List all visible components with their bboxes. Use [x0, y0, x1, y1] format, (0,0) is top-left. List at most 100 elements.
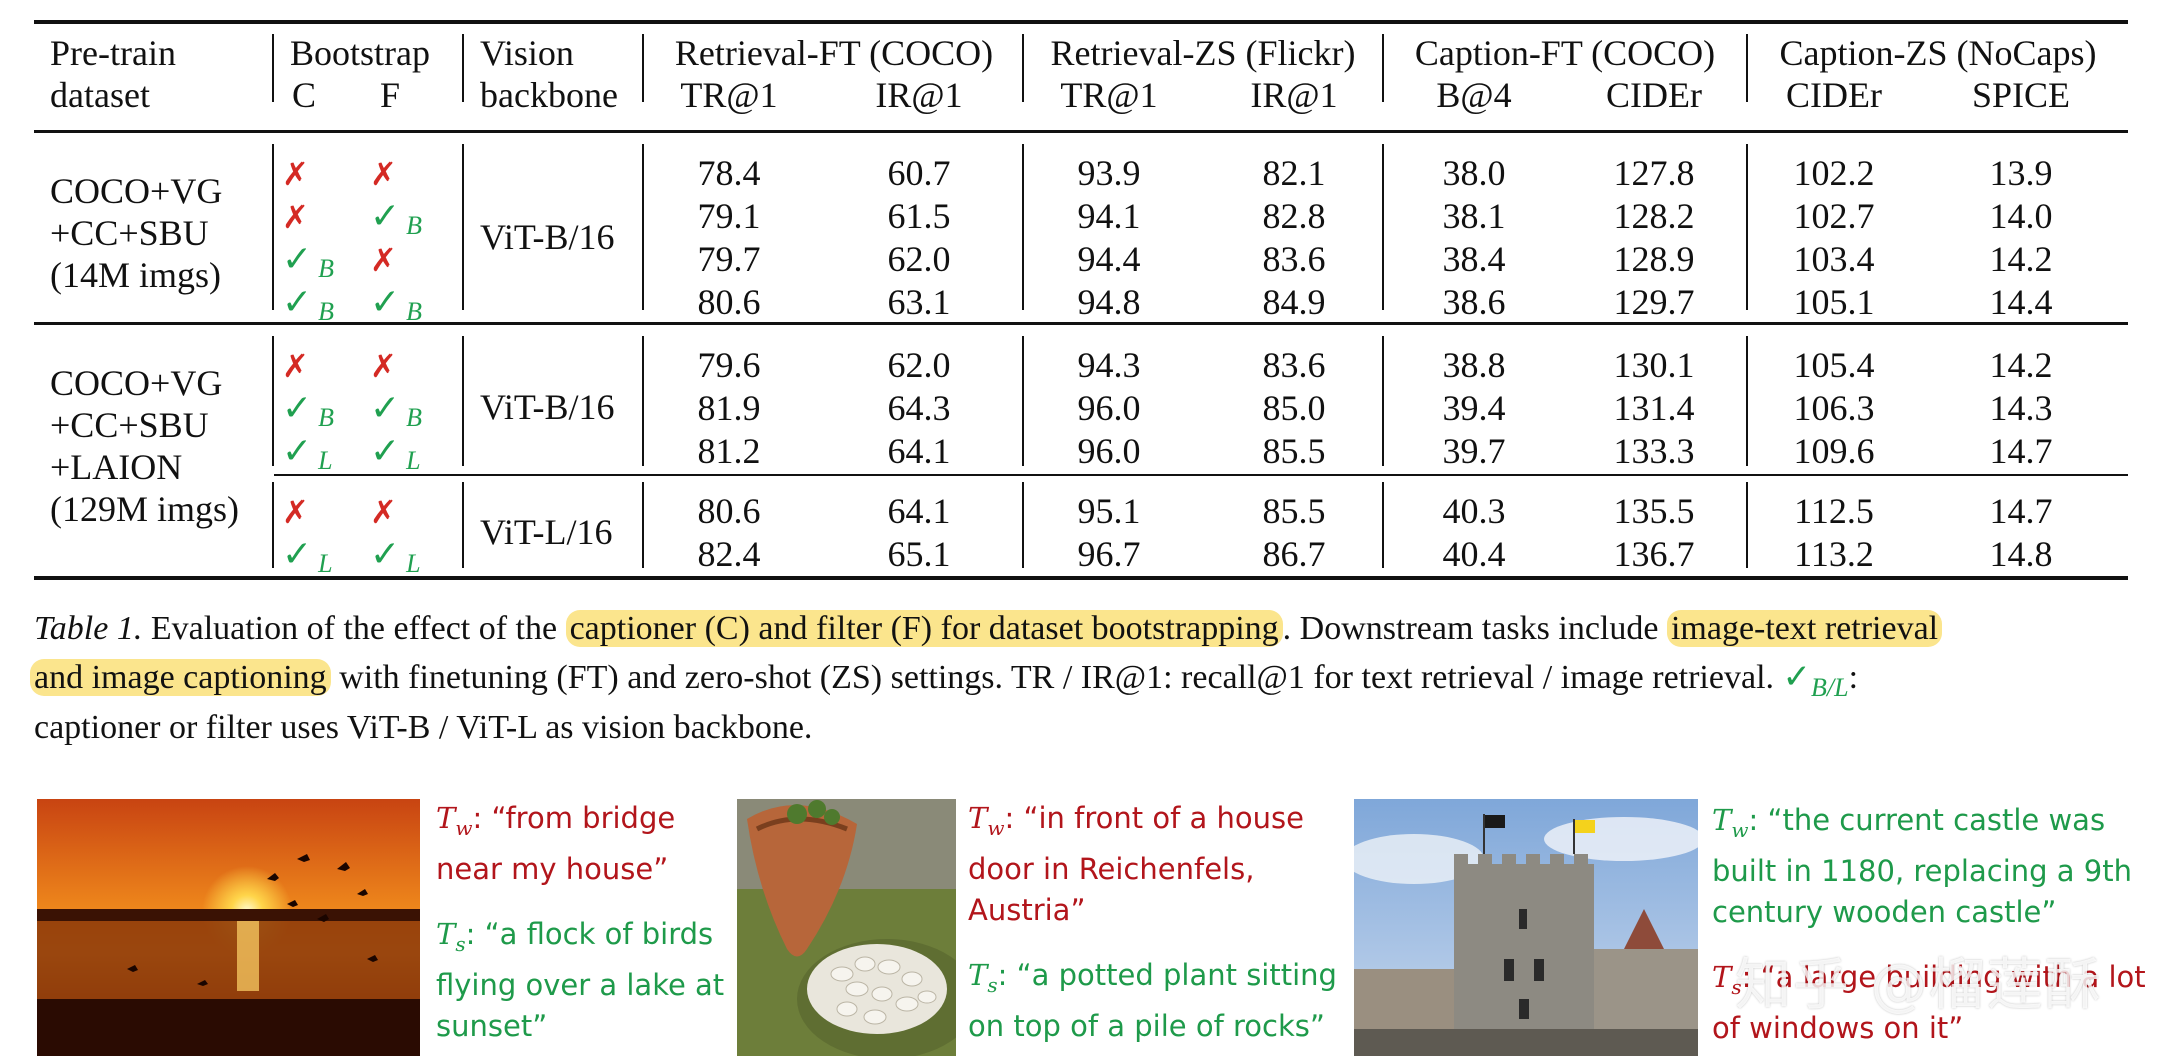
backbone-subscript: L	[318, 446, 333, 475]
check-icon: ✓	[282, 239, 313, 280]
label-colon: :	[997, 957, 1017, 992]
metric-value: 93.9	[1077, 153, 1141, 193]
caption-text: :	[1848, 659, 1859, 696]
vline	[272, 34, 274, 102]
check-icon: ✓	[282, 282, 313, 323]
header-vision-2: backbone	[480, 75, 618, 115]
f-mark-cell: ✗	[370, 152, 397, 196]
ts-label: T	[436, 916, 456, 951]
metric-value: 86.7	[1262, 534, 1326, 574]
c-mark-cell: ✓ B	[282, 238, 334, 284]
vline	[1022, 34, 1024, 102]
metric-value: 80.6	[697, 282, 761, 322]
header-pretrain-1: Pre-train	[50, 33, 176, 73]
tw-caption: Tw: “the current castle was built in 118…	[1712, 800, 2152, 933]
metric-value: 102.7	[1793, 196, 1875, 236]
tw-sub: w	[987, 815, 1005, 840]
metric-value: 14.7	[1989, 431, 2053, 471]
ts-text: “a potted plant sitting on top of a pile…	[968, 957, 1337, 1043]
metric-value: 136.7	[1613, 534, 1695, 574]
metric-value: 128.2	[1613, 196, 1695, 236]
metric-value: 135.5	[1613, 491, 1695, 531]
header-sub: CIDEr	[1786, 75, 1882, 115]
example-caption-3: Tw: “the current castle was built in 118…	[1712, 800, 2152, 1049]
caption-text: Evaluation of the effect of the	[142, 610, 566, 647]
metric-value: 38.0	[1442, 153, 1506, 193]
check-icon: ✓	[370, 282, 401, 323]
vline	[462, 482, 464, 568]
x-mark-icon: ✗	[282, 198, 309, 236]
label-colon: :	[1741, 959, 1761, 994]
vline	[1382, 144, 1384, 310]
metric-value: 14.7	[1989, 491, 2053, 531]
metric-value: 80.6	[697, 491, 761, 531]
check-icon: ✓	[370, 196, 401, 237]
metric-value: 79.1	[697, 196, 761, 236]
vline	[1022, 336, 1024, 466]
vline	[462, 144, 464, 310]
vline	[1382, 34, 1384, 102]
ts-caption: Ts: “a flock of birds flying over a lake…	[436, 914, 736, 1047]
ts-sub: s	[987, 972, 998, 997]
table-bottom-rule	[34, 576, 2128, 580]
watermark: 知乎 @榴莲酥	[1735, 953, 2103, 1018]
vision-backbone: ViT-B/16	[480, 216, 615, 257]
tw-label: T	[968, 801, 988, 835]
metric-value: 94.8	[1077, 282, 1141, 322]
metric-value: 113.2	[1794, 534, 1874, 574]
metric-value: 85.5	[1262, 431, 1326, 471]
backbone-subscript: B	[318, 403, 335, 432]
check-icon: ✓	[282, 388, 313, 429]
label-colon: :	[1748, 803, 1768, 837]
vline	[272, 144, 274, 310]
c-mark-cell: ✓ B	[282, 281, 334, 327]
header-sub: TR@1	[680, 75, 778, 115]
c-mark-cell: ✗	[282, 195, 309, 239]
dataset-label: COCO+VG	[50, 363, 223, 403]
f-mark-cell: ✗	[370, 490, 397, 534]
vline	[642, 336, 644, 466]
tw-label: T	[1712, 803, 1732, 837]
c-mark-cell: ✓ B	[282, 387, 334, 433]
header-group-title: Caption-FT (COCO)	[1414, 33, 1716, 73]
caption-check-sub: B/L	[1811, 673, 1849, 702]
tw-text: “from bridge near my house”	[436, 801, 676, 886]
c-mark-cell: ✗	[282, 344, 309, 388]
metric-value: 14.8	[1989, 534, 2053, 574]
metric-value: 62.0	[887, 345, 951, 385]
vline	[462, 34, 464, 102]
header-sub: SPICE	[1971, 75, 2071, 115]
vline	[1382, 336, 1384, 466]
header-f: F	[380, 75, 401, 115]
c-mark-cell: ✓ L	[282, 533, 333, 579]
metric-value: 61.5	[887, 196, 951, 236]
metric-value: 94.1	[1077, 196, 1141, 236]
check-icon: ✓	[370, 388, 401, 429]
c-mark-cell: ✗	[282, 152, 309, 196]
metric-value: 94.3	[1077, 345, 1141, 385]
backbone-subscript: B	[318, 254, 335, 283]
metric-value: 129.7	[1613, 282, 1695, 322]
metric-value: 95.1	[1077, 491, 1141, 531]
vline	[272, 482, 274, 568]
metric-value: 14.2	[1989, 239, 2053, 279]
caption-highlight: image-text retrieval	[1666, 610, 1943, 647]
c-mark-cell: ✗	[282, 490, 309, 534]
label-colon: :	[1004, 801, 1024, 835]
f-mark-cell: ✗	[370, 238, 397, 282]
check-icon: ✓	[282, 534, 313, 575]
tw-text: “in front of a house door in Reichenfels…	[968, 801, 1304, 927]
x-mark-icon: ✗	[282, 155, 309, 193]
caption-text: captioner or filter uses ViT-B / ViT-L a…	[34, 709, 813, 746]
metric-value: 40.4	[1442, 534, 1506, 574]
metric-value: 133.3	[1613, 431, 1695, 471]
metric-value: 85.0	[1262, 388, 1326, 428]
metric-value: 105.1	[1793, 282, 1875, 322]
metric-value: 78.4	[697, 153, 761, 193]
tw-text: “the current castle was built in 1180, r…	[1712, 803, 2132, 929]
sunset-photo	[37, 799, 420, 1056]
ts-sub: s	[455, 931, 466, 956]
caption-label: Table 1.	[34, 610, 143, 647]
metric-value: 83.6	[1262, 345, 1326, 385]
metric-value: 96.7	[1077, 534, 1141, 574]
